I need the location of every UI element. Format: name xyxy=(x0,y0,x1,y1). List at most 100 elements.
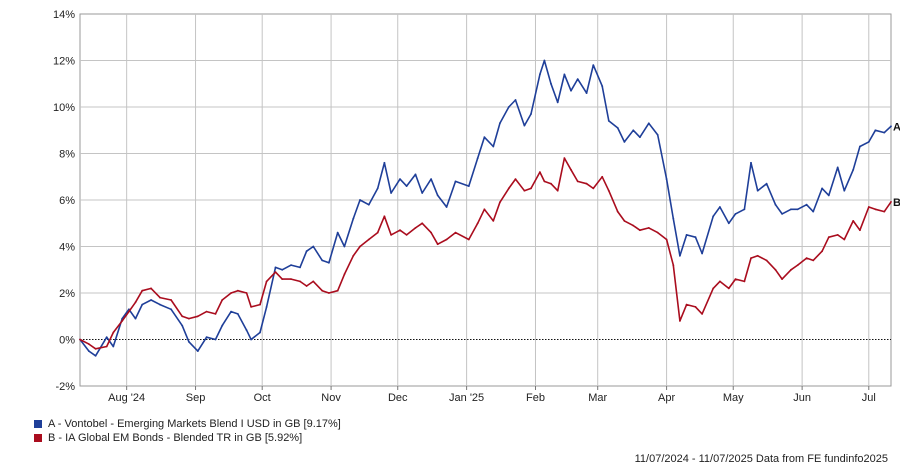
data-point-a xyxy=(476,157,479,160)
data-point-b xyxy=(79,338,81,341)
data-point-b xyxy=(523,189,526,192)
data-point-b xyxy=(159,296,161,299)
data-point-b xyxy=(430,231,432,234)
data-point-a xyxy=(712,215,715,218)
data-point-b xyxy=(112,331,115,334)
data-point-a xyxy=(743,208,746,211)
data-point-a xyxy=(756,189,759,192)
data-point-a xyxy=(499,122,501,125)
data-point-a xyxy=(399,178,401,181)
data-point-a xyxy=(265,306,268,308)
data-point-a xyxy=(445,206,448,208)
y-tick-label: 12% xyxy=(53,56,75,68)
data-point-b xyxy=(399,229,401,232)
data-point-b xyxy=(750,257,752,259)
data-point-a xyxy=(352,217,355,220)
data-point-a xyxy=(88,350,90,352)
data-point-b xyxy=(774,268,777,271)
data-point-b xyxy=(679,320,681,322)
data-point-b xyxy=(274,271,277,273)
series-end-label-b: B xyxy=(893,197,900,209)
data-point-b xyxy=(672,264,675,266)
data-point-a xyxy=(105,336,108,339)
data-point-b xyxy=(556,189,559,192)
chart-axes: -2% 0% 2% 4% 6% 8% 10% 12% 14% Aug '24 Sep Oct Nov De… xyxy=(53,9,876,404)
data-point-a xyxy=(170,308,173,311)
y-tick-label: 6% xyxy=(59,195,75,207)
data-point-b xyxy=(727,287,730,290)
data-point-a xyxy=(492,145,495,148)
data-point-b xyxy=(236,289,239,292)
data-point-b xyxy=(336,289,339,292)
data-point-a xyxy=(405,185,408,188)
data-point-b xyxy=(647,227,650,229)
data-point-a xyxy=(796,208,799,211)
x-tick-label: Mar xyxy=(588,392,607,404)
data-point-a xyxy=(556,101,559,104)
data-point-a xyxy=(874,129,877,132)
data-point-a xyxy=(647,122,650,125)
x-tick-label: Dec xyxy=(388,392,408,404)
x-tick-label: Sep xyxy=(186,392,206,404)
y-tick-label: 2% xyxy=(59,288,75,300)
x-tick-label: Aug '24 xyxy=(108,392,145,404)
data-point-b xyxy=(883,210,886,213)
data-point-b xyxy=(843,238,846,241)
data-point-a xyxy=(430,178,432,181)
data-point-b xyxy=(507,187,510,190)
data-point-b xyxy=(454,231,457,234)
data-point-b xyxy=(852,220,855,222)
data-point-b xyxy=(343,273,346,276)
data-point-b xyxy=(312,280,315,283)
data-point-a xyxy=(765,182,768,185)
data-point-a xyxy=(159,303,161,306)
data-point-b xyxy=(305,285,308,287)
data-point-b xyxy=(476,222,479,225)
data-point-b xyxy=(712,287,715,290)
data-point-a xyxy=(383,161,386,164)
data-point-a xyxy=(632,129,635,132)
data-point-b xyxy=(796,264,799,266)
data-point-b xyxy=(367,238,370,241)
data-point-b xyxy=(790,268,792,271)
data-point-b xyxy=(607,189,610,192)
data-point-a xyxy=(790,208,792,211)
data-point-a xyxy=(359,199,361,201)
data-point-b xyxy=(570,168,572,171)
data-point-a xyxy=(141,303,144,306)
legend-item-b: B - IA Global EM Bonds - Blended TR in G… xyxy=(34,431,341,445)
data-point-a xyxy=(290,264,292,266)
data-point-a xyxy=(570,89,572,92)
data-point-a xyxy=(812,210,815,213)
data-point-b xyxy=(543,180,546,183)
data-point-a xyxy=(750,161,752,164)
data-point-a xyxy=(94,354,97,357)
data-point-b xyxy=(530,187,532,190)
data-point-a xyxy=(390,192,392,194)
data-point-a xyxy=(821,187,823,190)
legend-label-b: B - IA Global EM Bonds - Blended TR in G… xyxy=(48,432,303,444)
x-tick-label: Jun xyxy=(793,392,811,404)
y-tick-label: -2% xyxy=(55,381,75,393)
data-point-b xyxy=(214,313,217,315)
data-point-a xyxy=(112,345,115,348)
data-point-a xyxy=(483,136,486,139)
data-point-a xyxy=(414,173,417,176)
data-point-a xyxy=(665,178,668,181)
data-point-a xyxy=(281,268,284,271)
data-point-a xyxy=(727,222,730,225)
x-tick-label: Nov xyxy=(321,392,341,404)
data-point-b xyxy=(467,238,470,241)
data-point-a xyxy=(585,92,588,94)
data-point-b xyxy=(141,289,144,292)
data-point-b xyxy=(483,208,486,211)
data-point-b xyxy=(812,259,815,262)
x-tick-label: Oct xyxy=(254,392,271,404)
data-point-a xyxy=(805,203,808,206)
data-point-a xyxy=(312,245,315,248)
data-point-b xyxy=(205,310,208,313)
data-point-b xyxy=(383,215,386,218)
data-point-b xyxy=(639,229,641,232)
data-point-b xyxy=(390,234,392,236)
data-point-a xyxy=(694,236,697,239)
